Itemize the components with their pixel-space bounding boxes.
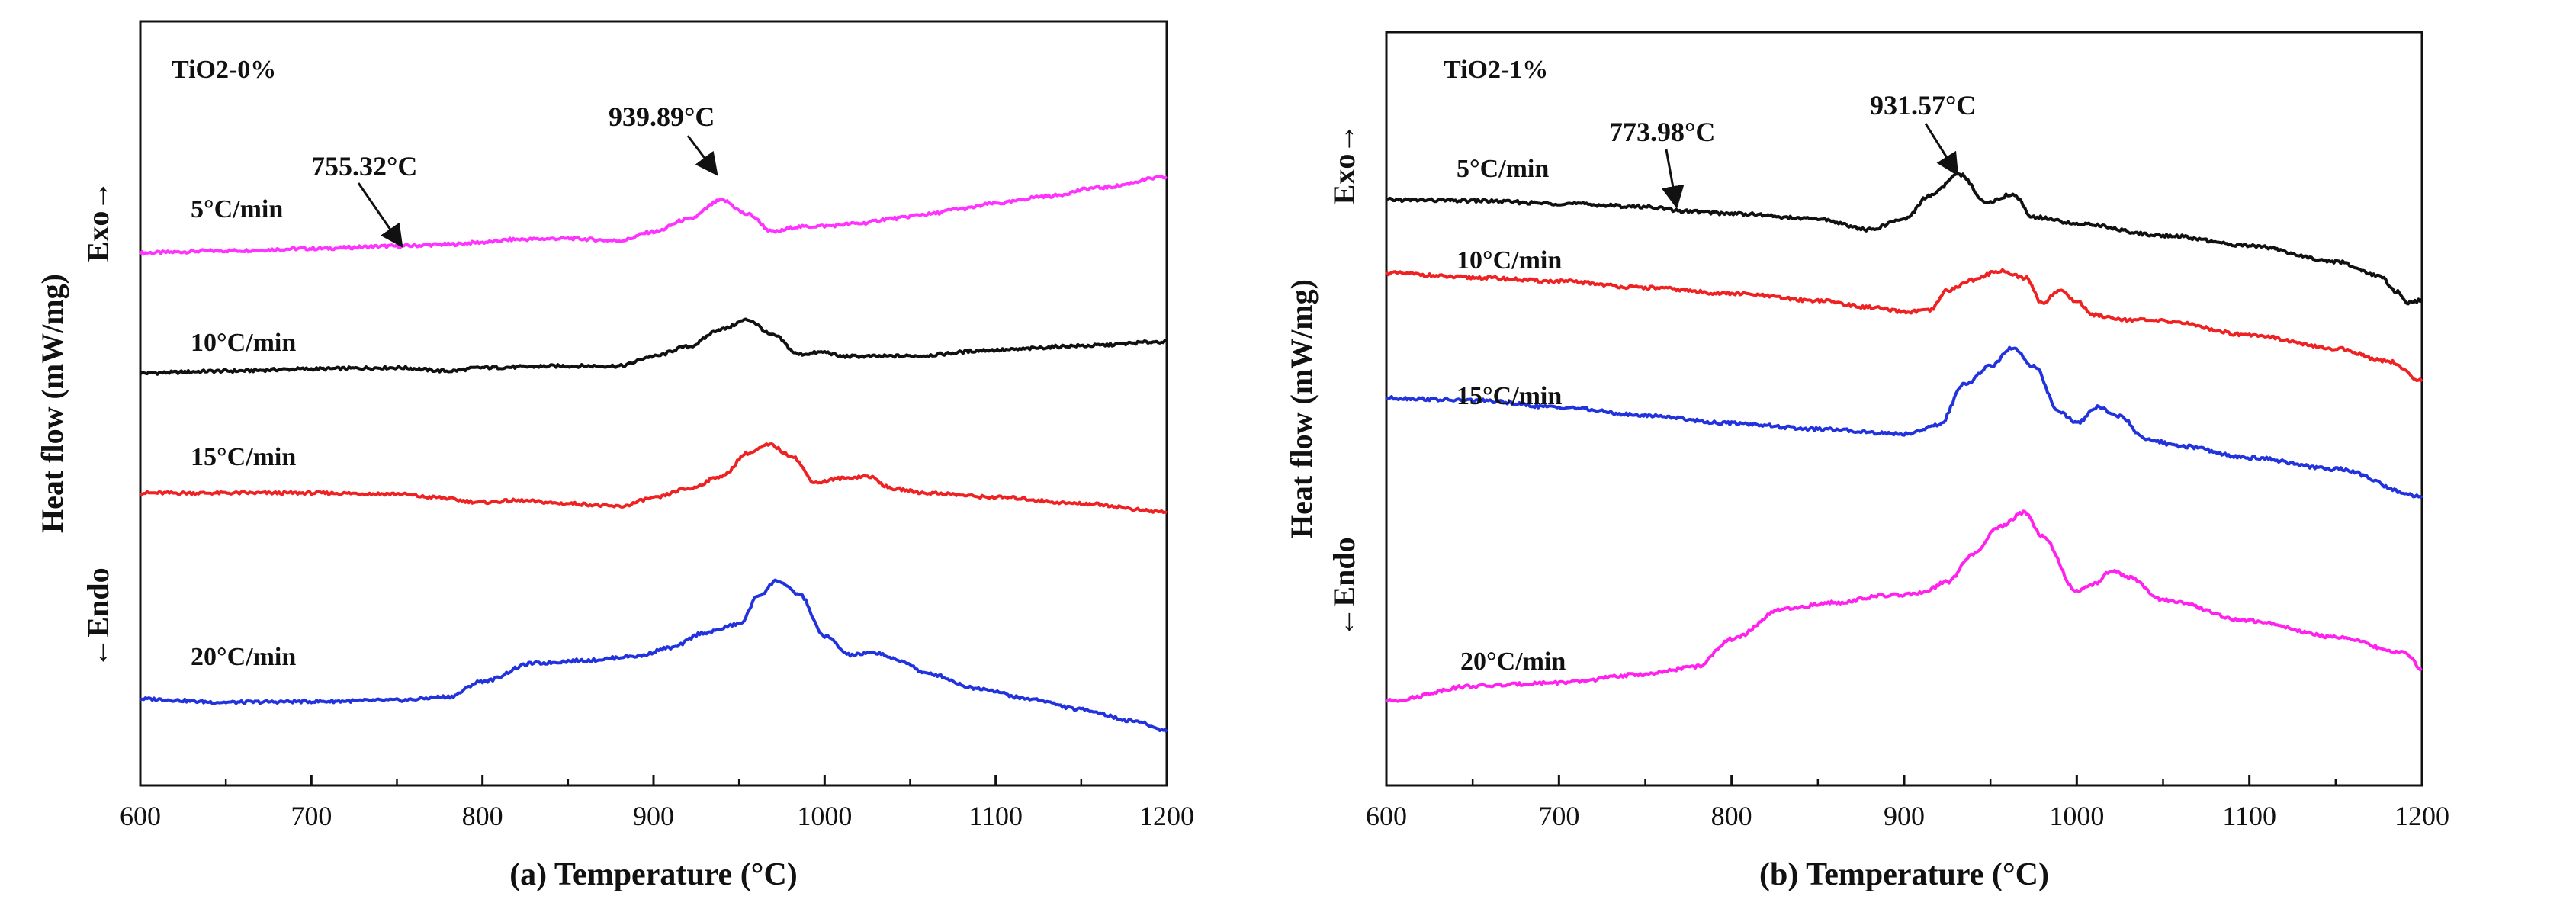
- y-axis-title-b: Heat flow (mW/mg): [1284, 279, 1319, 538]
- annotation-arrow-b-1: [1661, 149, 1685, 209]
- x-tick-label: 800: [462, 801, 503, 831]
- series-line-5-per-min: [1386, 172, 2423, 306]
- x-tick-label: 600: [1366, 801, 1407, 831]
- x-tick-label: 900: [633, 801, 674, 831]
- x-tick-label: 1100: [2222, 801, 2276, 831]
- panel-b: 600 700 800 900 1000 1100 1200 5°C/min 10°C/mi…: [1284, 31, 2449, 892]
- series-line-10-per-min: [1385, 268, 2423, 383]
- exo-label-b: Exo→: [1327, 124, 1361, 205]
- annotation-b-2: 931.57°C: [1870, 90, 1976, 120]
- series-line-10-per-min: [139, 317, 1168, 376]
- series-label-b-10: 10°C/min: [1457, 246, 1562, 275]
- series-label-a-15: 15°C/min: [191, 443, 296, 471]
- x-tick-label: 1000: [797, 801, 852, 831]
- panel-label-b: TiO2-1%: [1444, 56, 1548, 84]
- x-tick-label: 600: [120, 801, 161, 831]
- panel-a: 600 700 800 900 1000 1100 1200 5°C/min 10°C/mi…: [35, 20, 1194, 892]
- series-label-a-20: 20°C/min: [191, 643, 296, 671]
- annotation-b-1: 773.98°C: [1609, 117, 1715, 147]
- x-tick-label: 1000: [2049, 801, 2104, 831]
- x-tick-label: 800: [1711, 801, 1752, 831]
- x-ticks-b: 600 700 800 900 1000 1100 1200: [1366, 775, 2449, 831]
- x-tick-label: 1200: [2395, 801, 2449, 831]
- exo-label-a: Exo→: [81, 181, 115, 262]
- series-a: [139, 175, 1168, 733]
- series-label-b-20: 20°C/min: [1460, 647, 1566, 676]
- series-line-5-per-min: [139, 175, 1168, 256]
- series-line-20-per-min: [1385, 509, 2423, 703]
- endo-label-a: ←Endo: [81, 567, 115, 667]
- annotation-arrow-a-1: [357, 182, 403, 248]
- annotation-a-2: 939.89°C: [609, 101, 715, 132]
- x-tick-label: 700: [1538, 801, 1579, 831]
- annotation-arrow-b-2: [1924, 123, 1959, 177]
- annotation-arrow-a-2: [686, 135, 718, 176]
- x-axis-title-a: (a) Temperature (°C): [509, 857, 798, 892]
- series-label-a-5: 5°C/min: [191, 195, 283, 223]
- y-axis-title-a: Heat flow (mW/mg): [35, 274, 69, 533]
- x-tick-label: 1200: [1139, 801, 1194, 831]
- series-line-20-per-min: [140, 578, 1168, 733]
- x-ticks-a: 600 700 800 900 1000 1100 1200: [120, 775, 1194, 831]
- series-b: [1385, 172, 2423, 703]
- series-label-a-10: 10°C/min: [191, 329, 296, 357]
- series-line-15-per-min: [1386, 345, 2423, 500]
- x-tick-label: 1100: [968, 801, 1023, 831]
- x-axis-title-b: (b) Temperature (°C): [1759, 857, 2049, 892]
- x-tick-label: 700: [291, 801, 332, 831]
- series-line-15-per-min: [140, 442, 1168, 515]
- endo-label-b: ←Endo: [1327, 537, 1361, 637]
- series-label-b-5: 5°C/min: [1457, 155, 1549, 183]
- panel-label-a: TiO2-0%: [172, 56, 276, 84]
- series-label-b-15: 15°C/min: [1457, 382, 1562, 410]
- annotation-a-1: 755.32°C: [311, 151, 417, 182]
- x-tick-label: 900: [1884, 801, 1925, 831]
